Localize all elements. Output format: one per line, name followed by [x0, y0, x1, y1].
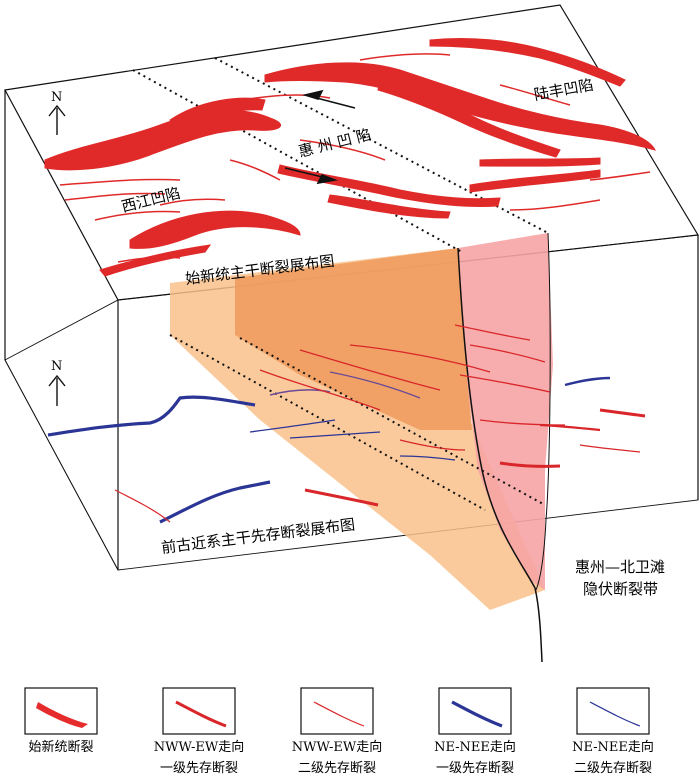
shear-arrows	[284, 89, 356, 185]
legend-item-eocene-fault: 始新统断裂	[24, 687, 98, 755]
thick-blue-line-swatch	[451, 700, 503, 728]
preexisting-faults	[47, 324, 646, 524]
legend-label-3b: 二级先存断裂	[298, 761, 376, 776]
legend-label-2a: NWW-EW走向	[154, 739, 244, 755]
legend-label-4a: NE-NEE走向	[434, 739, 516, 755]
legend-item-nww-ew-primary: NWW-EW走向 一级先存断裂	[154, 687, 244, 776]
north-label-top: N	[51, 90, 62, 105]
legend-item-ne-nee-secondary: NE-NEE走向 二级先存断裂	[572, 687, 654, 776]
label-huizhou-depression: 惠 州 凹 陷	[297, 125, 373, 160]
north-arrow-bottom	[48, 374, 66, 406]
legend-label-5b: 二级先存断裂	[574, 761, 652, 776]
north-label-bottom: N	[51, 359, 62, 374]
fault-trace-line	[457, 247, 543, 663]
legend-label-3a: NWW-EW走向	[292, 739, 382, 755]
orange-fault-plane-inner	[235, 248, 472, 430]
north-arrow-top	[48, 104, 66, 135]
fault-zone-label-line1: 惠州—北卫滩	[575, 558, 665, 576]
label-lufeng-depression: 陆丰凹陷	[533, 76, 595, 104]
thin-blue-line-swatch	[589, 701, 641, 727]
legend-label-2b: 一级先存断裂	[160, 761, 238, 776]
fault-planes	[170, 232, 553, 663]
thin-red-line-swatch	[313, 701, 365, 727]
bottom-map-title: 前古近系主干先存断裂展布图	[160, 515, 356, 557]
legend-item-nww-ew-secondary: NWW-EW走向 二级先存断裂	[292, 687, 382, 776]
legend-label-1a: 始新统断裂	[28, 739, 93, 755]
eocene-faults	[44, 37, 656, 277]
legend-item-ne-nee-primary: NE-NEE走向 一级先存断裂	[434, 687, 516, 776]
block-outline	[4, 4, 699, 571]
legend: 始新统断裂 NWW-EW走向 一级先存断裂 NWW-EW走向 二级先存断裂 NE…	[24, 687, 654, 776]
legend-label-5a: NE-NEE走向	[572, 739, 654, 755]
legend-label-4b: 一级先存断裂	[436, 761, 514, 776]
fault-zone-label-line2: 隐伏断裂带	[583, 580, 658, 598]
thick-red-line-swatch	[175, 700, 227, 728]
pink-fault-plane	[458, 233, 553, 590]
red-filled-fault-swatch	[36, 702, 88, 728]
